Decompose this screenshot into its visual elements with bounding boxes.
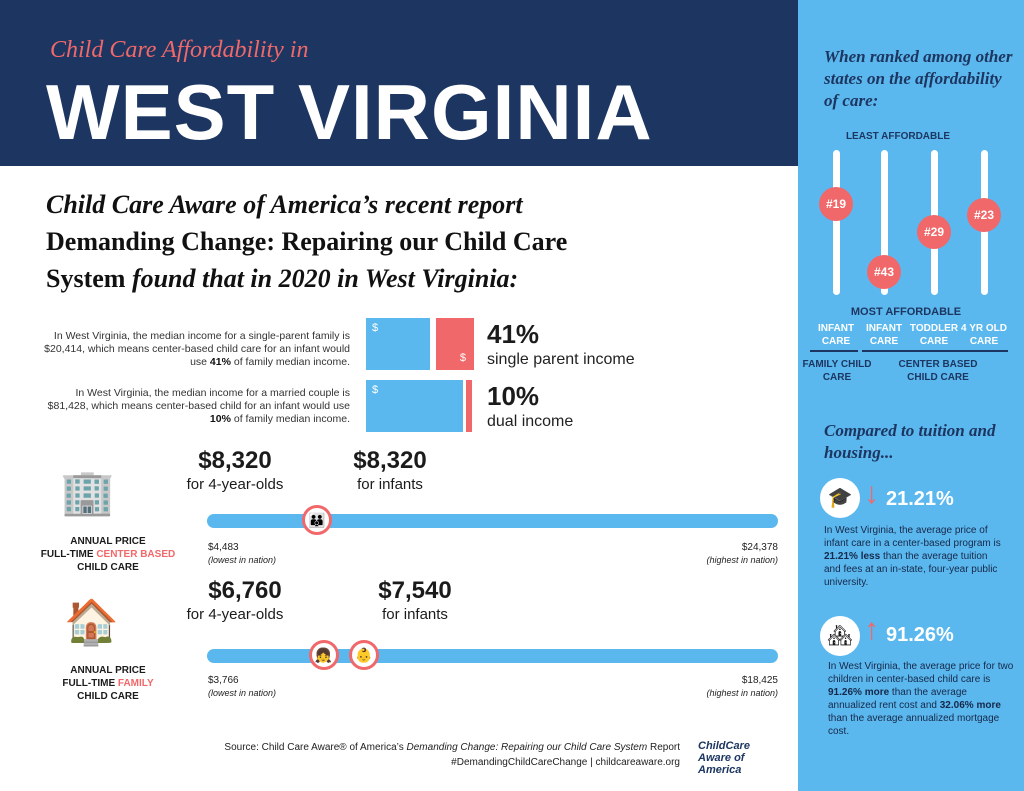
- family-price-marker-infant: 👶: [349, 640, 379, 670]
- single-parent-text: In West Virginia, the median income for …: [44, 330, 350, 368]
- income-bar-childcare-share: $: [436, 318, 474, 370]
- footer-tags: #DemandingChildCareChange | childcareawa…: [451, 757, 680, 768]
- family-max: $18,425 (highest in nation): [706, 675, 778, 698]
- header-banner: Child Care Affordability in WEST VIRGINI…: [0, 0, 798, 166]
- income-bar-childcare-share: [466, 380, 472, 432]
- family-min: $3,766 (lowest in nation): [208, 675, 277, 698]
- housing-text: In West Virginia, the average price for …: [828, 661, 1014, 737]
- arrow-up-icon: ↑: [864, 613, 879, 646]
- rank-badge: #19: [819, 187, 853, 222]
- family-label-4yr: for 4-year-olds: [186, 606, 284, 623]
- most-affordable-label: MOST AFFORDABLE: [850, 306, 962, 318]
- intro-heading: Child Care Aware of America’s recent rep…: [46, 186, 686, 297]
- rank-category: TODDLER CARE: [909, 323, 959, 347]
- footer-source: Source: Child Care Aware® of America’s D…: [150, 740, 680, 770]
- dual-income-text: In West Virginia, the median income for …: [47, 387, 350, 425]
- rank-category: 4 YR OLD CARE: [961, 323, 1007, 347]
- intro-line3a: System: [46, 264, 126, 293]
- center-min: $4,483 (lowest in nation): [208, 542, 277, 565]
- family-price-4yr: $6,760: [208, 577, 282, 604]
- rank-badge: #43: [867, 255, 901, 290]
- family-price-range-bar: [207, 649, 778, 663]
- center-caption: ANNUAL PRICE FULL-TIME CENTER BASED CHILD …: [40, 536, 176, 573]
- house-icon: 🏘: [820, 616, 860, 656]
- diploma-icon: 🎓: [820, 478, 860, 518]
- rank-slider-track: [881, 150, 888, 295]
- family-price-marker-4yr: 👧: [308, 640, 339, 670]
- house-icon: 🏠: [64, 598, 119, 647]
- rank-category: INFANT CARE: [817, 323, 855, 347]
- family-price-infant: $7,540: [378, 577, 452, 604]
- center-label-4yr: for 4-year-olds: [186, 476, 284, 493]
- center-price-range-bar: [207, 514, 778, 528]
- center-price-4yr: $8,320: [198, 447, 272, 474]
- sidebar: When ranked among other states on the af…: [798, 0, 1024, 791]
- family-label-infant: for infants: [382, 606, 448, 623]
- center-price-marker: 👪: [302, 505, 333, 535]
- center-max: $24,378 (highest in nation): [706, 542, 778, 565]
- compare-heading: Compared to tuition and housing...: [824, 421, 996, 462]
- tuition-text: In West Virginia, the average price of i…: [824, 525, 1001, 588]
- income-bar-remaining: $: [366, 380, 463, 432]
- single-parent-pct: 41%: [487, 319, 540, 349]
- housing-stat: 91.26%: [886, 624, 954, 646]
- single-parent-label: single parent income: [487, 351, 635, 368]
- tuition-stat: 21.21%: [886, 488, 954, 510]
- arrow-down-icon: ↓: [864, 477, 879, 510]
- dual-income-label: dual income: [487, 413, 574, 430]
- rank-heading: When ranked among other states on the af…: [824, 47, 1013, 110]
- center-price-infant: $8,320: [353, 447, 427, 474]
- intro-line3b: found that in 2020 in West Virginia:: [131, 264, 519, 293]
- family-group-divider: [810, 350, 858, 352]
- header-subtitle: Child Care Affordability in: [50, 37, 309, 63]
- income-bar-remaining: $: [366, 318, 430, 370]
- intro-line1: Child Care Aware of America’s recent rep…: [46, 190, 523, 219]
- family-group-label: FAMILY CHILD CARE: [802, 359, 872, 383]
- intro-line2: Demanding Change: Repairing our Child Ca…: [46, 227, 568, 256]
- least-affordable-label: LEAST AFFORDABLE: [845, 131, 951, 142]
- center-group-divider: [862, 350, 1008, 352]
- header-title: WEST VIRGINIA: [46, 68, 653, 156]
- rank-badge: #23: [967, 198, 1001, 233]
- center-group-label: CENTER BASED CHILD CARE: [898, 359, 978, 383]
- family-caption: ANNUAL PRICE FULL-TIME FAMILY CHILD CARE: [62, 665, 154, 702]
- rank-badge: #29: [917, 215, 951, 250]
- rank-slider-track: [833, 150, 840, 295]
- dual-income-pct: 10%: [487, 381, 540, 411]
- rank-category: INFANT CARE: [865, 323, 903, 347]
- childcare-aware-logo: ChildCare Aware of America: [698, 740, 750, 776]
- building-icon: 🏢: [60, 468, 115, 517]
- center-label-infant: for infants: [357, 476, 423, 493]
